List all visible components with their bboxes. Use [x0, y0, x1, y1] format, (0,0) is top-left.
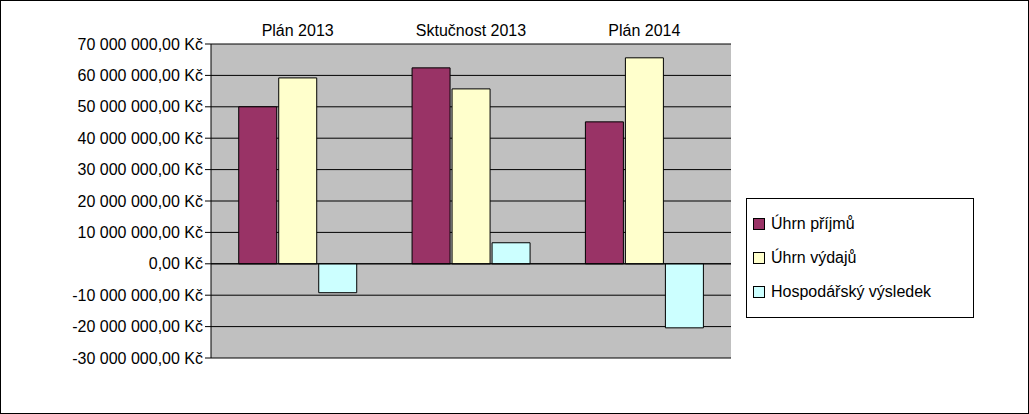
svg-text:70 000 000,00 Kč: 70 000 000,00 Kč [78, 36, 203, 53]
svg-text:40 000 000,00 Kč: 40 000 000,00 Kč [78, 130, 203, 147]
svg-text:Sktučnost 2013: Sktučnost 2013 [416, 22, 526, 39]
svg-text:-10 000 000,00 Kč: -10 000 000,00 Kč [72, 287, 203, 304]
svg-text:Plán 2013: Plán 2013 [262, 22, 334, 39]
svg-text:Plán 2014: Plán 2014 [608, 22, 680, 39]
svg-text:-20 000 000,00 Kč: -20 000 000,00 Kč [72, 318, 203, 335]
svg-text:50 000 000,00 Kč: 50 000 000,00 Kč [78, 98, 203, 115]
svg-text:10 000 000,00 Kč: 10 000 000,00 Kč [78, 224, 203, 241]
svg-text:20 000 000,00 Kč: 20 000 000,00 Kč [78, 193, 203, 210]
svg-text:0,00 Kč: 0,00 Kč [149, 255, 203, 272]
svg-text:-30 000 000,00 Kč: -30 000 000,00 Kč [72, 350, 203, 367]
svg-text:60 000 000,00 Kč: 60 000 000,00 Kč [78, 67, 203, 84]
html-text:Hospodářský výsledek: Hospodářský výsledek [771, 283, 932, 300]
html-text:Úhrn výdajů: Úhrn výdajů [771, 249, 857, 266]
svg-text:30 000 000,00 Kč: 30 000 000,00 Kč [78, 161, 203, 178]
html-text:Úhrn příjmů: Úhrn příjmů [771, 215, 855, 232]
